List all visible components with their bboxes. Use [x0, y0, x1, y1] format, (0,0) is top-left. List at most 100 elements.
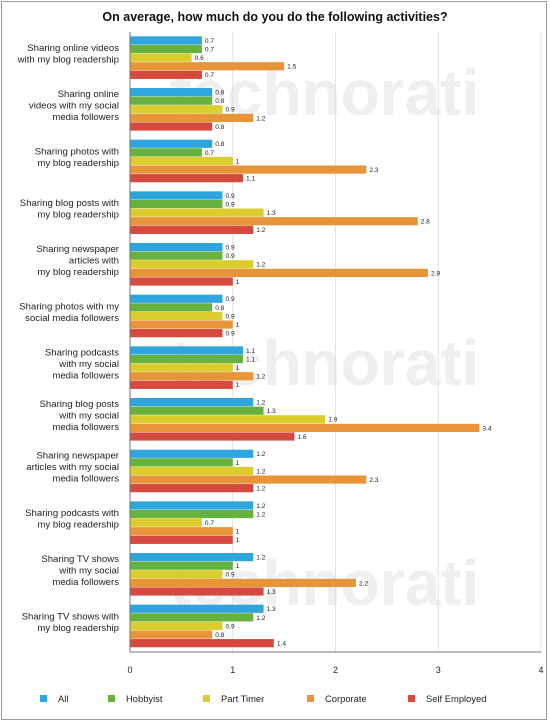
- category-label: Sharing online videos with my blog reader…: [17, 43, 120, 65]
- data-label: 0.7: [205, 520, 214, 527]
- data-label: 1.2: [256, 374, 265, 381]
- bar: [130, 165, 367, 174]
- bar: [130, 630, 213, 639]
- bar: [130, 578, 357, 587]
- bar: [130, 398, 254, 407]
- data-label: 0.8: [215, 632, 224, 639]
- data-label: 0.8: [215, 98, 224, 105]
- data-label: 1.2: [256, 511, 265, 518]
- bar: [130, 363, 233, 372]
- bar: [130, 225, 254, 234]
- data-label: 1.3: [267, 606, 276, 613]
- bar: [130, 53, 192, 62]
- bar: [130, 458, 233, 467]
- bar: [130, 432, 295, 441]
- bar: [130, 36, 202, 45]
- bar: [130, 553, 254, 562]
- bar: [130, 113, 254, 122]
- bar: [130, 372, 254, 381]
- x-tick-label: 1: [230, 665, 235, 675]
- data-label: 1.2: [256, 615, 265, 622]
- bar: [130, 303, 213, 312]
- legend-label: All: [58, 693, 68, 704]
- bar: [130, 518, 202, 527]
- bar: [130, 70, 202, 79]
- data-label: 1: [236, 537, 240, 544]
- data-label: 0.7: [205, 72, 214, 79]
- legend-swatch: [108, 695, 115, 702]
- category-label: Sharing podcasts with my social media foll…: [45, 347, 119, 381]
- data-label: 2.8: [421, 219, 430, 226]
- bar: [130, 354, 244, 364]
- category-label: Sharing podcasts with my blog readership: [25, 508, 119, 531]
- data-label: 0.9: [225, 107, 234, 114]
- legend-swatch: [307, 695, 314, 702]
- category-label: Sharing newspaper articles with my social…: [26, 451, 120, 485]
- data-label: 1: [236, 529, 240, 536]
- bar: [130, 527, 233, 536]
- bar: [130, 148, 202, 157]
- data-label: 0.7: [205, 150, 214, 157]
- category-label: Sharing photos with my blog readership: [35, 146, 119, 169]
- data-label: 1: [236, 460, 240, 467]
- data-label: 3.4: [482, 425, 491, 432]
- bar: [130, 561, 233, 570]
- data-label: 1.1: [246, 176, 255, 183]
- data-label: 1.2: [256, 400, 265, 407]
- data-label: 1.2: [256, 555, 265, 562]
- data-label: 1.2: [256, 227, 265, 234]
- bar: [130, 311, 223, 321]
- category-label: Sharing blog posts with my blog readershi…: [20, 198, 119, 221]
- data-label: 2.9: [431, 270, 440, 277]
- bar: [130, 294, 223, 303]
- data-label: 1.3: [267, 589, 276, 596]
- legend-swatch: [203, 695, 210, 702]
- x-tick-label: 4: [538, 665, 543, 675]
- data-label: 1.2: [256, 115, 265, 122]
- bar: [130, 406, 264, 415]
- bar: [130, 139, 213, 148]
- data-label: 0.8: [215, 141, 224, 148]
- data-label: 1.2: [256, 262, 265, 269]
- bar: [130, 268, 428, 277]
- category-label: Sharing newspaper articles with my blog re…: [36, 244, 119, 278]
- data-label: 1.1: [246, 356, 255, 363]
- data-label: 0.7: [205, 46, 214, 53]
- data-label: 2.3: [369, 167, 378, 174]
- legend-label: Corporate: [325, 693, 367, 704]
- data-label: 1.2: [256, 468, 265, 475]
- bar: [130, 243, 223, 252]
- data-label: 0.9: [225, 623, 234, 630]
- data-label: 0.8: [215, 90, 224, 97]
- bar: [130, 535, 233, 544]
- bar: [130, 156, 233, 166]
- legend-swatch: [408, 695, 415, 702]
- legend-label: Hobbyist: [126, 693, 163, 704]
- bar: [130, 217, 418, 226]
- bar: [130, 122, 213, 131]
- legend-label: Self Employed: [426, 693, 486, 704]
- bar: [130, 346, 244, 355]
- category-label: Sharing online videos with my social media…: [29, 89, 119, 123]
- bar: [130, 380, 233, 389]
- data-label: 1: [236, 322, 240, 329]
- data-label: 1.4: [277, 641, 286, 648]
- category-label: Sharing blog posts with my social media fo…: [40, 399, 120, 433]
- data-label: 0.7: [205, 38, 214, 45]
- bar: [130, 174, 244, 183]
- data-label: 0.9: [225, 313, 234, 320]
- x-tick-label: 2: [333, 665, 338, 675]
- data-label: 1: [236, 365, 240, 372]
- bar: [130, 44, 202, 54]
- x-tick-label: 0: [127, 665, 132, 675]
- data-label: 1.2: [256, 503, 265, 510]
- bar: [130, 570, 223, 579]
- data-label: 1: [236, 158, 240, 165]
- bar: [130, 449, 254, 458]
- bar: [130, 484, 254, 493]
- data-label: 1: [236, 382, 240, 389]
- data-label: 1.9: [328, 417, 337, 424]
- bar: [130, 509, 254, 519]
